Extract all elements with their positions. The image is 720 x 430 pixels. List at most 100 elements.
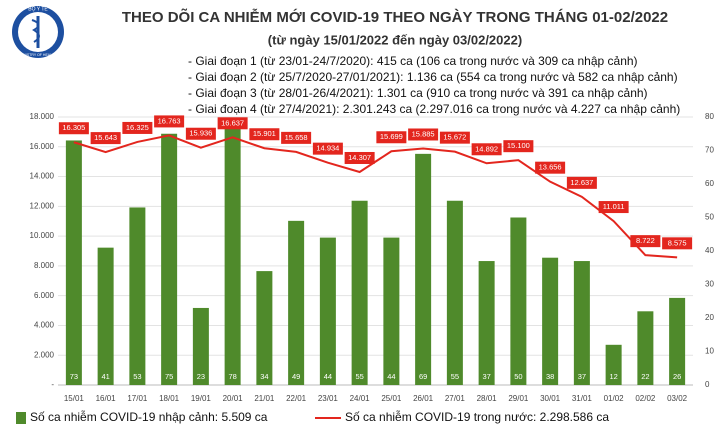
y2-tick-label: 80 <box>705 112 714 121</box>
y2-tick-label: 60 <box>705 179 714 188</box>
value-label: 15.699 <box>380 132 403 141</box>
bar <box>288 220 305 385</box>
y-tick-label: 10.000 <box>30 231 55 240</box>
y-tick-label: 6.000 <box>34 291 55 300</box>
value-label-box <box>249 128 280 141</box>
value-label: 16.763 <box>158 116 181 125</box>
x-tick-label: 24/01 <box>350 394 371 403</box>
x-tick-label: 20/01 <box>223 394 244 403</box>
bar-label: 44 <box>387 372 395 381</box>
bar <box>192 307 209 385</box>
bar <box>510 217 527 385</box>
bar <box>97 247 114 385</box>
value-label: 14.307 <box>348 153 371 162</box>
value-label-box <box>662 237 693 250</box>
chart-subtitle: (từ ngày 15/01/2022 đến ngày 03/02/2022) <box>268 32 522 47</box>
x-tick-label: 29/01 <box>508 394 529 403</box>
bar-label: 49 <box>292 372 300 381</box>
value-label-box <box>630 235 661 248</box>
annotation: - Giai đoạn 3 (từ 28/01-26/4/2021): 1.30… <box>188 86 648 100</box>
y2-tick-label: 70 <box>705 146 714 155</box>
bar-label: 55 <box>355 372 363 381</box>
legend-label: Số ca nhiễm COVID-19 trong nước: 2.298.5… <box>345 409 609 424</box>
value-label-box <box>408 128 439 141</box>
bar-label: 26 <box>673 372 681 381</box>
value-label-box <box>281 131 312 144</box>
logo-bottom: MINISTRY OF HEALTH <box>20 53 57 57</box>
value-label: 16.637 <box>221 118 244 127</box>
value-label-box <box>185 127 216 140</box>
y-tick-label: - <box>51 380 54 389</box>
bar <box>161 133 178 385</box>
x-tick-label: 28/01 <box>477 394 498 403</box>
value-label: 14.934 <box>316 144 339 153</box>
value-label-box <box>312 142 343 155</box>
x-tick-label: 27/01 <box>445 394 466 403</box>
value-label-box <box>154 115 185 128</box>
bar <box>351 200 368 385</box>
bar <box>319 237 336 385</box>
legend-swatch <box>16 412 26 424</box>
value-label-box <box>344 151 375 164</box>
logo: BỘ Y TẾ MINISTRY OF HEALTH <box>12 5 64 58</box>
x-tick-label: 26/01 <box>413 394 434 403</box>
y2-tick-label: 10 <box>705 347 714 356</box>
value-label-box <box>471 143 502 156</box>
x-tick-label: 03/02 <box>667 394 688 403</box>
bar <box>573 261 590 385</box>
legend-label: Số ca nhiễm COVID-19 nhập cảnh: 5.509 ca <box>30 409 268 424</box>
bar <box>478 261 495 385</box>
bar-label: 38 <box>546 372 554 381</box>
x-tick-label: 31/01 <box>572 394 593 403</box>
value-label: 15.672 <box>443 133 466 142</box>
bar-label: 37 <box>578 372 586 381</box>
value-label: 13.656 <box>539 163 562 172</box>
y-tick-label: 2.000 <box>34 350 55 359</box>
bar <box>605 344 622 385</box>
y2-tick-label: 50 <box>705 213 714 222</box>
y-tick-label: 4.000 <box>34 321 55 330</box>
value-label: 8.575 <box>668 238 687 247</box>
bar <box>637 311 654 385</box>
value-label-box <box>598 201 629 214</box>
annotation: - Giai đoạn 4 (từ 27/4/2021): 2.301.243 … <box>188 102 680 116</box>
y-tick-label: 8.000 <box>34 261 55 270</box>
y2-tick-label: 20 <box>705 313 714 322</box>
line <box>73 134 678 259</box>
bar-label: 53 <box>133 372 141 381</box>
y-tick-label: 14.000 <box>30 172 55 181</box>
annotation: - Giai đoạn 1 (từ 23/01-24/7/2020): 415 … <box>188 54 638 68</box>
x-tick-label: 15/01 <box>64 394 85 403</box>
value-label: 16.325 <box>126 123 149 132</box>
value-label-box <box>58 122 89 135</box>
bar-label: 34 <box>260 372 268 381</box>
value-label-box <box>566 176 597 189</box>
value-label: 11.011 <box>603 202 625 211</box>
bar-label: 69 <box>419 372 427 381</box>
value-label: 14.892 <box>475 144 498 153</box>
value-label: 15.885 <box>412 129 435 138</box>
bar-label: 37 <box>482 372 490 381</box>
x-tick-label: 18/01 <box>159 394 180 403</box>
bar <box>669 297 686 385</box>
bar-label: 50 <box>514 372 522 381</box>
value-label: 15.643 <box>94 133 117 142</box>
value-label: 16.305 <box>62 123 85 132</box>
bar-label: 78 <box>228 372 236 381</box>
x-tick-label: 23/01 <box>318 394 339 403</box>
annotation: - Giai đoạn 2 (từ 25/7/2020-27/01/2021):… <box>188 70 678 84</box>
bar-label: 75 <box>165 372 173 381</box>
y2-tick-label: 40 <box>705 246 714 255</box>
x-tick-label: 22/01 <box>286 394 307 403</box>
bar <box>129 207 146 385</box>
logo-top: BỘ Y TẾ <box>28 5 48 12</box>
bar-label: 22 <box>641 372 649 381</box>
value-label-box <box>90 132 121 145</box>
value-label-box <box>439 131 470 144</box>
bar <box>446 200 463 385</box>
y-tick-label: 16.000 <box>30 142 55 151</box>
y2-tick-label: 0 <box>705 380 710 389</box>
bar <box>256 271 273 385</box>
y-tick-label: 18.000 <box>30 112 55 121</box>
